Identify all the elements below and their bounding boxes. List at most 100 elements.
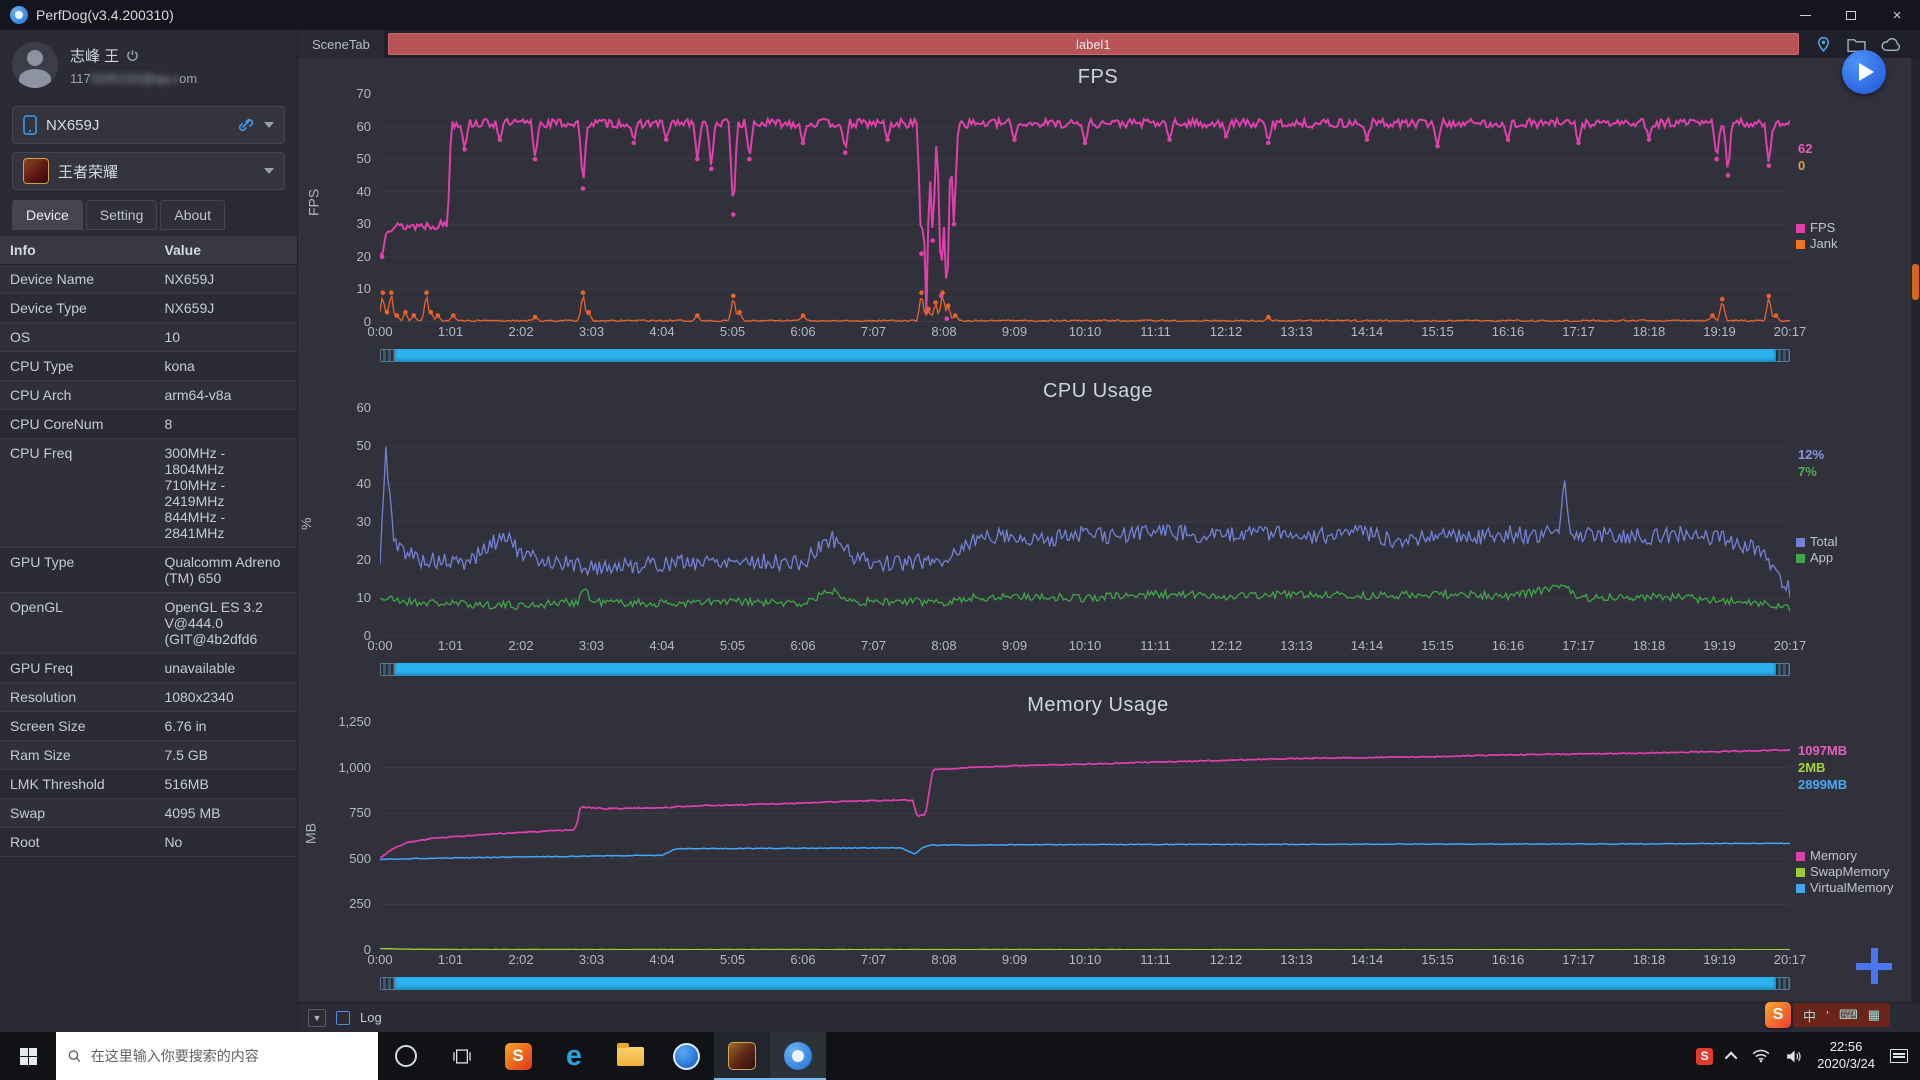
y-tick: 20 — [356, 248, 371, 264]
volume-icon[interactable] — [1785, 1049, 1802, 1064]
scrollbar-left-handle[interactable] — [380, 977, 395, 990]
game-app-icon — [728, 1042, 756, 1070]
folder-icon[interactable] — [1847, 37, 1866, 52]
x-tick: 20:17 — [1773, 638, 1807, 653]
device-select[interactable]: NX659J — [12, 106, 285, 144]
tab-setting[interactable]: Setting — [85, 200, 158, 230]
plot-area — [380, 722, 1790, 950]
taskbar-app-perfdog[interactable] — [770, 1032, 826, 1080]
x-tick: 4:04 — [649, 324, 675, 339]
app-select[interactable]: 王者荣耀 — [12, 152, 285, 190]
info-cell: Swap — [0, 798, 155, 828]
x-tick: 8:08 — [931, 952, 957, 967]
maximize-icon — [1846, 10, 1856, 20]
x-tick-labels: 0:00 1:01 2:02 3:03 4:04 5:05 6:06 7:07 8:08 9:09… — [367, 638, 1806, 658]
sogou-ime-logo-icon[interactable]: S — [1765, 1002, 1792, 1028]
taskbar-app-game[interactable] — [714, 1032, 770, 1080]
scrollbar-right-handle[interactable] — [1775, 977, 1790, 990]
chart-right-panel: 62 0 FPS Jank — [1790, 94, 1920, 322]
sogou-tray-icon[interactable]: S — [1696, 1047, 1714, 1065]
scrollbar-track[interactable] — [395, 349, 1775, 362]
table-row: OS 10 — [0, 322, 297, 352]
taskbar-app-edge[interactable]: e — [546, 1032, 602, 1080]
taskbar-app-media[interactable] — [658, 1032, 714, 1080]
current-value-0: 12% — [1798, 447, 1825, 462]
ime-widget-item-1[interactable]: ’ — [1826, 1007, 1829, 1023]
vertical-scrollbar[interactable] — [1911, 58, 1920, 1002]
chart-scrollbar[interactable] — [380, 977, 1790, 990]
x-tick: 11:11 — [1140, 638, 1171, 653]
scrollbar-track[interactable] — [395, 977, 1775, 990]
x-tick: 12:12 — [1209, 952, 1243, 967]
connected-link-icon — [238, 118, 254, 132]
logout-power-icon[interactable] — [126, 49, 139, 62]
chart-scrollbar[interactable] — [380, 349, 1790, 362]
chevron-down-icon — [264, 168, 274, 174]
table-row: Device Name NX659J — [0, 264, 297, 294]
maximize-button[interactable] — [1828, 0, 1874, 30]
log-checkbox[interactable] — [336, 1010, 350, 1025]
collapse-panel-button[interactable]: ▼ — [308, 1008, 326, 1027]
cortana-button[interactable] — [378, 1032, 434, 1080]
scrollbar-track[interactable] — [395, 663, 1775, 676]
ime-widget-item-0[interactable]: 中 — [1803, 1008, 1817, 1024]
x-tick: 17:17 — [1562, 324, 1595, 339]
legend-swatch — [1796, 851, 1805, 861]
scene-tab[interactable]: SceneTab — [298, 30, 384, 58]
x-tick: 18:18 — [1632, 952, 1666, 967]
current-values: 12% 7% — [1798, 446, 1824, 480]
chart-scrollbar[interactable] — [380, 663, 1790, 676]
app-select-value: 王者荣耀 — [58, 163, 119, 181]
x-tick: 12:12 — [1209, 324, 1243, 339]
scrollbar-right-handle[interactable] — [1775, 663, 1790, 676]
user-panel: 志峰 王 1170245152@qq.com — [0, 30, 297, 98]
task-view-button[interactable] — [434, 1032, 490, 1080]
scrollbar-left-handle[interactable] — [380, 349, 395, 362]
scrollbar-left-handle[interactable] — [380, 663, 395, 676]
info-cell: Root — [0, 827, 155, 857]
taskbar-app-sogou[interactable]: S — [490, 1032, 546, 1080]
charts: FPS FPS 0 10 20 30 40 50 60 70 62 0 FPS Jank 0:00 1:01 2… — [298, 58, 1920, 1002]
network-wifi-icon[interactable] — [1752, 1049, 1770, 1063]
start-test-button[interactable] — [1842, 50, 1886, 94]
close-button[interactable]: × — [1874, 0, 1920, 30]
x-tick: 7:07 — [860, 638, 887, 653]
tab-device[interactable]: Device — [12, 200, 83, 230]
taskbar: S e S 22:56 2020/3/24 — [0, 1032, 1920, 1080]
x-tick: 3:03 — [578, 324, 605, 339]
vertical-scrollbar-thumb[interactable] — [1912, 264, 1919, 300]
ime-widget-item-3[interactable]: ▦ — [1867, 1007, 1880, 1022]
chevron-up-icon[interactable] — [1724, 1051, 1738, 1064]
search-input[interactable] — [90, 1048, 367, 1064]
scrollbar-right-handle[interactable] — [1775, 349, 1790, 362]
location-pin-icon[interactable] — [1815, 36, 1832, 53]
value-cell: 4095 MB — [154, 798, 297, 828]
value-cell: unavailable — [154, 653, 297, 683]
info-cell: GPU Type — [0, 547, 155, 593]
taskbar-app-explorer[interactable] — [602, 1032, 658, 1080]
scene-bar-icons — [1815, 36, 1920, 53]
plot-area — [380, 94, 1790, 322]
scene-label-bar[interactable]: label1 — [387, 33, 1799, 55]
ime-widget-item-2[interactable]: ⌨ — [1838, 1007, 1858, 1022]
add-chart-button[interactable] — [1854, 946, 1894, 986]
minimize-button[interactable] — [1782, 0, 1828, 30]
action-center-icon[interactable] — [1890, 1049, 1908, 1063]
x-tick: 6:06 — [790, 638, 816, 653]
start-button[interactable] — [0, 1032, 56, 1080]
taskbar-clock[interactable]: 22:56 2020/3/24 — [1817, 1039, 1875, 1073]
x-tick: 7:07 — [860, 324, 887, 339]
table-row: CPU Freq 300MHz - 1804MHz 710MHz - 2419MH… — [0, 438, 297, 548]
y-tick: 40 — [356, 476, 371, 491]
legend-item-virtualmemory: VirtualMemory — [1796, 880, 1894, 896]
x-tick: 1:01 — [437, 638, 464, 653]
x-tick-labels: 0:00 1:01 2:02 3:03 4:04 5:05 6:06 7:07 8:08 9:09… — [367, 952, 1806, 972]
y-tick: 50 — [356, 151, 371, 167]
value-cell: 6.76 in — [154, 711, 297, 741]
cloud-icon[interactable] — [1881, 37, 1902, 52]
tab-about[interactable]: About — [160, 200, 225, 230]
legend-item-swapmemory: SwapMemory — [1796, 864, 1894, 880]
taskbar-search[interactable] — [56, 1032, 378, 1080]
x-tick: 5:05 — [719, 952, 746, 967]
y-tick: 10 — [356, 590, 371, 605]
